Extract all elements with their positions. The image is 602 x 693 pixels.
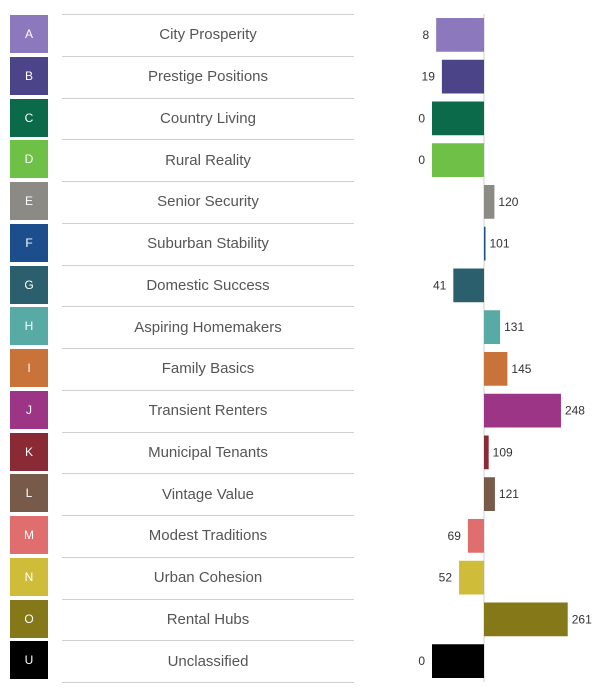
- segment-code-badge: D: [10, 140, 48, 179]
- row-divider: [62, 222, 354, 224]
- bar-k: [484, 435, 489, 470]
- bar-value-label: 131: [504, 320, 524, 334]
- segment-code-badge: U: [10, 641, 48, 680]
- bar-value-label: 248: [565, 404, 585, 418]
- bar-c: [432, 101, 484, 136]
- segment-row: N Urban Cohesion: [0, 557, 602, 599]
- bar-value-label: 69: [448, 529, 462, 543]
- row-divider: [62, 14, 354, 15]
- segment-row: M Modest Traditions: [0, 515, 602, 557]
- segment-code-badge: M: [10, 516, 48, 554]
- segment-row: I Family Basics: [0, 348, 602, 390]
- segment-name: Vintage Value: [161, 485, 255, 503]
- segment-code-badge: G: [10, 265, 48, 304]
- bar-value-label: 0: [418, 111, 425, 125]
- bar-f: [484, 226, 486, 261]
- bar-value-label: 0: [418, 654, 425, 668]
- segment-row: C Country Living: [0, 98, 602, 140]
- row-divider: [62, 181, 354, 182]
- segment-code-badge: B: [10, 56, 48, 95]
- segment-row: L Vintage Value: [0, 473, 602, 515]
- segment-name: Senior Security: [157, 193, 259, 211]
- segment-row: K Municipal Tenants: [0, 432, 602, 474]
- row-divider: [62, 389, 354, 391]
- bar-o: [484, 602, 568, 637]
- bar-m: [467, 519, 484, 553]
- segment-name: Municipal Tenants: [148, 443, 268, 461]
- segment-name: Domestic Success: [146, 276, 270, 294]
- row-divider: [62, 640, 354, 642]
- segment-row: E Senior Security: [0, 181, 602, 223]
- bar-e: [484, 185, 495, 219]
- segment-row: U Unclassified: [0, 640, 602, 682]
- segment-name: Aspiring Homemakers: [134, 318, 282, 336]
- segment-row: B Prestige Positions: [0, 56, 602, 98]
- segment-name: Urban Cohesion: [153, 569, 263, 587]
- segment-row: O Rental Hubs: [0, 599, 602, 641]
- bar-value-label: 0: [418, 153, 425, 167]
- segment-code-badge: C: [10, 98, 48, 137]
- segment-row: F Suburban Stability: [0, 223, 602, 265]
- bar-value-label: 121: [499, 487, 519, 501]
- row-divider: [62, 264, 354, 266]
- row-divider: [62, 55, 354, 57]
- segment-code-badge: E: [10, 182, 48, 220]
- bar-value-label: 145: [511, 362, 531, 376]
- bar-value-label: 101: [490, 237, 510, 251]
- bar-value-label: 19: [422, 70, 436, 84]
- bar-value-label: 52: [439, 571, 453, 585]
- segment-code-badge: O: [10, 599, 48, 638]
- bar-value-label: 109: [493, 445, 513, 459]
- segment-name: Modest Traditions: [148, 527, 268, 545]
- row-divider: [62, 473, 354, 475]
- bar-i: [484, 352, 508, 386]
- segment-row: A City Prosperity: [0, 14, 602, 56]
- segment-name: Country Living: [160, 109, 256, 127]
- bar-value-label: 261: [572, 612, 592, 626]
- segment-name: Rental Hubs: [166, 610, 250, 628]
- segment-row: H Aspiring Homemakers: [0, 306, 602, 348]
- row-divider: [62, 306, 354, 308]
- bar-u: [432, 644, 484, 678]
- segment-code-badge: I: [10, 349, 48, 387]
- row-divider: [62, 97, 354, 99]
- segment-name: Transient Renters: [148, 402, 268, 420]
- segment-name: City Prosperity: [159, 26, 257, 44]
- bar-j: [484, 393, 561, 428]
- bar-value-label: 41: [433, 278, 447, 292]
- row-divider: [62, 348, 354, 349]
- bar-l: [484, 477, 495, 511]
- segment-code-badge: A: [10, 15, 48, 53]
- segment-code-badge: H: [10, 307, 48, 346]
- bar-b: [441, 59, 484, 94]
- bar-h: [484, 310, 501, 344]
- row-divider: [62, 556, 354, 558]
- segment-name: Rural Reality: [165, 151, 251, 169]
- segment-name: Unclassified: [167, 652, 249, 670]
- row-divider: [62, 139, 354, 141]
- segment-row: D Rural Reality: [0, 139, 602, 181]
- segment-code-badge: J: [10, 390, 48, 429]
- segment-code-badge: N: [10, 557, 48, 596]
- bar-g: [453, 268, 484, 303]
- segment-code-badge: K: [10, 432, 48, 471]
- segment-row: G Domestic Success: [0, 265, 602, 307]
- segment-name: Family Basics: [161, 360, 255, 378]
- bar-d: [432, 143, 484, 177]
- bar-value-label: 8: [422, 28, 429, 42]
- row-divider: [62, 515, 354, 516]
- segment-row: J Transient Renters: [0, 390, 602, 432]
- row-divider: [62, 598, 354, 600]
- segment-code-badge: F: [10, 223, 48, 262]
- segment-name: Suburban Stability: [147, 235, 269, 253]
- bar-a: [436, 18, 484, 52]
- bar-n: [459, 560, 484, 595]
- segment-code-badge: L: [10, 474, 48, 513]
- row-divider: [62, 431, 354, 433]
- bar-value-label: 120: [498, 195, 518, 209]
- segment-name: Prestige Positions: [147, 68, 269, 86]
- row-divider: [62, 682, 354, 683]
